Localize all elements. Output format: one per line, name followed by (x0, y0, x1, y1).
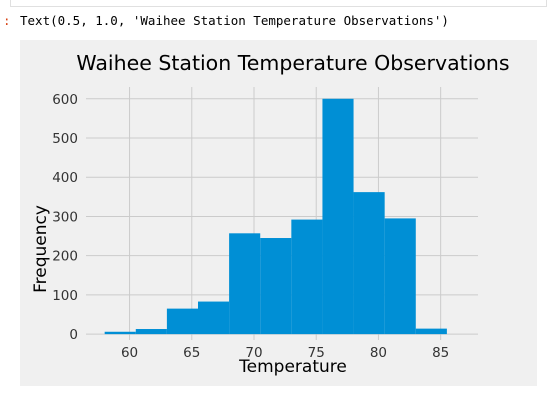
x-tick-label: 70 (245, 345, 262, 361)
y-tick-label: 500 (52, 131, 78, 147)
chart-title: Waihee Station Temperature Observations (76, 51, 509, 75)
y-tick-labels: 0 100 200 300 400 500 600 (52, 92, 78, 343)
x-tick-label: 75 (308, 345, 325, 361)
x-tick-labels: 60 65 70 75 80 85 (121, 345, 449, 361)
y-tick-label: 0 (69, 327, 78, 343)
x-tick-label: 85 (432, 345, 449, 361)
histogram-bar (166, 308, 198, 335)
histogram-figure: 60 65 70 75 80 85 0 100 200 300 400 500 600 Waihee … (20, 40, 537, 386)
histogram-bar (229, 233, 261, 335)
y-axis-label: Frequency (31, 205, 51, 293)
previous-cell-edge (10, 0, 547, 7)
x-tick-label: 60 (121, 345, 138, 361)
histogram-bar (104, 331, 136, 335)
x-axis-label: Temperature (238, 357, 347, 377)
histogram-chart: 60 65 70 75 80 85 0 100 200 300 400 500 600 Waihee … (31, 51, 510, 377)
histogram-bar (260, 238, 292, 335)
x-tick-label: 65 (183, 345, 200, 361)
histogram-bar (322, 98, 354, 335)
y-tick-label: 200 (52, 249, 78, 265)
y-tick-label: 400 (52, 170, 78, 186)
output-prompt: : (3, 13, 11, 28)
y-tick-label: 100 (52, 288, 78, 304)
histogram-bar (198, 301, 230, 335)
output-text: Text(0.5, 1.0, 'Waihee Station Temperatu… (20, 13, 449, 28)
y-tick-label: 300 (52, 209, 78, 225)
y-tick-label: 600 (52, 92, 78, 108)
x-tick-label: 80 (370, 345, 387, 361)
histogram-bar (291, 219, 323, 335)
histogram-bar (135, 329, 167, 335)
histogram-bar (353, 192, 385, 335)
histogram-bar (384, 218, 416, 335)
histogram-bars (104, 98, 447, 335)
histogram-bar (415, 328, 447, 335)
